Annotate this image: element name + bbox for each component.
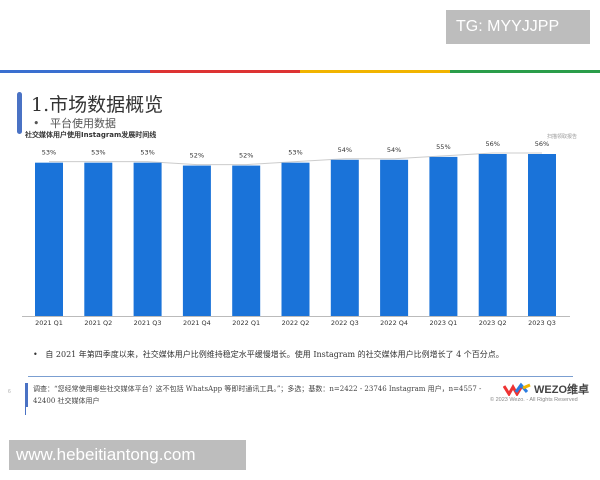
data-label: 53% xyxy=(140,149,154,157)
data-label: 53% xyxy=(288,149,302,157)
title-accent xyxy=(17,92,22,134)
bar xyxy=(182,165,211,316)
data-label: 52% xyxy=(239,152,253,160)
bullet-text: 平台使用数据 xyxy=(49,117,116,130)
data-label: 54% xyxy=(387,146,401,154)
x-tick-label: 2023 Q1 xyxy=(429,319,457,327)
x-tick-label: 2022 Q4 xyxy=(380,319,408,327)
footnote: 调查：“您经常使用哪些社交媒体平台？这不包括 WhatsApp 等即时通讯工具。… xyxy=(33,385,482,405)
trend-line xyxy=(49,152,542,166)
wezo-logo: WEZO维卓 xyxy=(503,381,589,397)
x-tick-label: 2021 Q2 xyxy=(84,319,112,327)
bar xyxy=(84,162,113,316)
watermark-bottom: www.hebeitiantong.com xyxy=(9,440,246,470)
x-tick-label: 2021 Q4 xyxy=(183,319,211,327)
x-tick-label: 2022 Q1 xyxy=(232,319,260,327)
bar-chart: 53% 2021 Q1 53% 2021 Q2 53% 2021 Q3 52% 2021 Q4… xyxy=(22,140,570,327)
watermark-top: TG: MYYJJPP xyxy=(446,10,590,44)
footnote-line xyxy=(25,405,26,415)
x-tick-label: 2023 Q2 xyxy=(479,319,507,327)
data-label: 53% xyxy=(42,149,56,157)
data-label: 54% xyxy=(338,146,352,154)
header-color-bar xyxy=(0,70,600,73)
footnote-accent xyxy=(25,383,28,407)
bullet-platform: • 平台使用数据 xyxy=(33,117,116,130)
bar xyxy=(133,162,162,316)
x-tick-label: 2021 Q3 xyxy=(134,319,162,327)
scan-label: 扫描领取报告 xyxy=(547,134,578,140)
chart-title: 社交媒体用户使用Instagram发展时间线 xyxy=(25,131,157,139)
bar xyxy=(478,154,507,316)
bar xyxy=(35,162,63,316)
bar xyxy=(380,159,409,316)
page-number: 6 xyxy=(8,389,11,395)
wezo-logo-icon xyxy=(503,382,531,396)
bar xyxy=(528,154,556,316)
data-label: 52% xyxy=(190,152,204,160)
bar xyxy=(232,165,261,316)
data-label: 55% xyxy=(436,143,450,151)
x-tick-label: 2023 Q3 xyxy=(528,319,556,327)
insight-note: • 自 2021 年第四季度以来，社交媒体用户比例维持稳定水平缓慢增长。使用 I… xyxy=(33,350,504,359)
divider xyxy=(28,376,573,377)
x-tick-label: 2022 Q3 xyxy=(331,319,359,327)
bar xyxy=(429,156,458,316)
x-tick-label: 2022 Q2 xyxy=(282,319,310,327)
bar xyxy=(330,159,359,316)
data-label: 56% xyxy=(485,140,499,148)
copyright: © 2023 Wezo. - All Rights Reserved xyxy=(490,397,578,403)
slide-title: 1.市场数据概览 xyxy=(31,94,164,116)
bar xyxy=(281,162,310,316)
data-label: 56% xyxy=(535,140,549,148)
logo-text: WEZO维卓 xyxy=(534,384,589,396)
data-label: 53% xyxy=(91,149,105,157)
insight-text: 自 2021 年第四季度以来，社交媒体用户比例维持稳定水平缓慢增长。使用 Ins… xyxy=(45,350,504,359)
x-tick-label: 2021 Q1 xyxy=(35,319,63,327)
